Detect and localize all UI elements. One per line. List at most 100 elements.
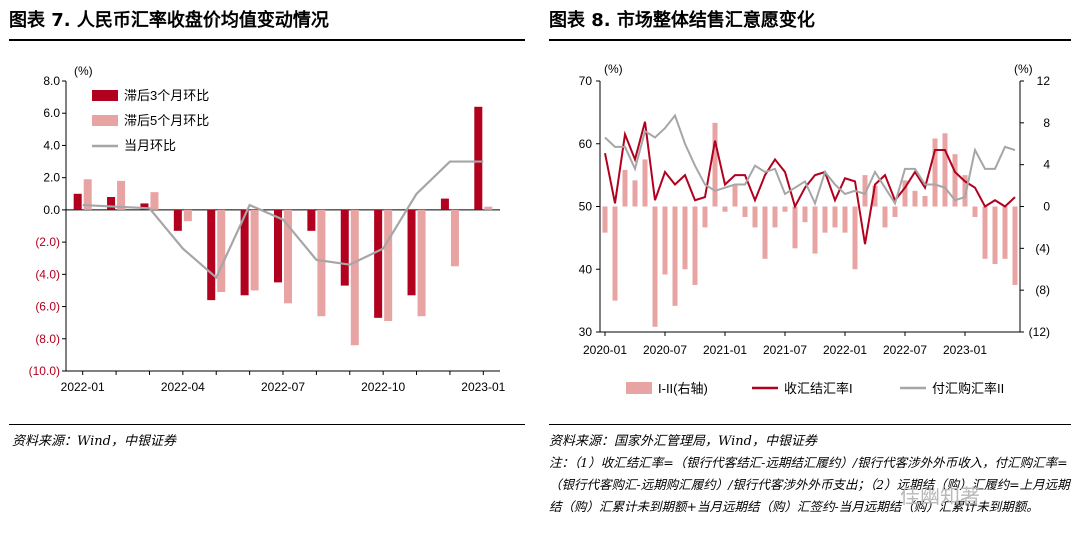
left-y-tick-label: 8.0	[43, 74, 60, 88]
right-legend-label-diff: I-II(右轴)	[658, 381, 708, 396]
left-y-tick-label: (6.0)	[35, 300, 60, 314]
right-y-right-tick-label: 12	[1037, 74, 1051, 88]
right-y-right-tick-label: 8	[1043, 116, 1050, 130]
right-y-right-tick-label: (4)	[1035, 241, 1050, 255]
left-legend-label-current: 当月环比	[124, 138, 176, 153]
right-bar-diff	[622, 169, 628, 207]
left-legend-label-lag3: 滞后3个月环比	[124, 88, 209, 103]
left-y-tick-label: (10.0)	[29, 364, 60, 378]
right-source-rule	[549, 424, 1071, 425]
right-source-text: 资料来源：国家外汇管理局，Wind，中银证券	[549, 434, 817, 449]
watermark-text: 佳幽知著	[900, 484, 980, 508]
right-x-tick-label: 2020-01	[583, 343, 627, 357]
left-y-tick-label: (8.0)	[35, 332, 60, 346]
left-bar-lag3	[307, 209, 316, 231]
right-bar-diff	[762, 206, 768, 259]
left-source-rule	[9, 424, 525, 425]
left-bar-lag3	[474, 106, 483, 210]
right-bar-diff	[742, 206, 748, 217]
left-bar-lag5	[384, 209, 393, 322]
right-bar-diff	[942, 133, 948, 207]
left-source-text: 资料来源：Wind，中银证券	[12, 434, 176, 449]
right-bar-diff	[872, 185, 878, 207]
right-y-right-tick-label: (12)	[1029, 325, 1050, 339]
right-bar-diff	[862, 175, 868, 207]
right-y-left-tick-label: 40	[579, 262, 593, 276]
left-x-tick-label: 2022-07	[261, 380, 305, 394]
left-y-tick-label: (2.0)	[35, 235, 60, 249]
left-bar-lag5	[350, 209, 359, 346]
charts-canvas: 8.0 6.0 4.0 2.0 0.0 (2.0) (4.0) (6.0) (8.0) (10.0…	[29, 62, 1051, 396]
left-bar-lag3	[240, 209, 249, 296]
right-x-tick-label: 2020-07	[643, 343, 687, 357]
right-bar-diff	[1002, 206, 1008, 259]
right-bar-diff	[682, 206, 688, 270]
left-x-tick-label: 2022-10	[361, 380, 405, 394]
right-bar-diff	[882, 206, 888, 228]
right-bar-diff	[782, 206, 788, 212]
left-bar-lag3	[140, 203, 149, 210]
left-bar-lag5	[250, 209, 259, 291]
right-y-right-tick-label: 4	[1043, 158, 1050, 172]
right-bar-diff	[612, 206, 618, 301]
right-bar-diff	[802, 206, 808, 223]
right-bar-diff	[1012, 206, 1018, 285]
right-bar-diff	[952, 154, 958, 207]
right-bar-diff	[732, 185, 738, 207]
right-y-left-tick-label: 30	[579, 325, 593, 339]
right-bar-diff	[902, 180, 908, 207]
right-bar-diff	[652, 206, 658, 327]
left-y-tick-label: 6.0	[43, 106, 60, 120]
left-bar-lag5	[83, 179, 92, 210]
right-bar-diff	[772, 206, 778, 228]
right-bar-diff	[852, 206, 858, 270]
right-x-tick-label: 2021-07	[763, 343, 807, 357]
right-bar-diff	[842, 206, 848, 233]
right-bar-diff	[822, 206, 828, 233]
right-bar-diff	[602, 206, 608, 233]
left-y-tick-label: 2.0	[43, 171, 60, 185]
right-left-unit-label: (%)	[604, 62, 623, 76]
left-y-tick-label: (4.0)	[35, 267, 60, 281]
right-bar-diff	[982, 206, 988, 259]
left-bar-lag3	[440, 198, 449, 210]
right-line-purchase-rate	[604, 113, 1016, 207]
left-y-tick-label: 0.0	[43, 203, 60, 217]
left-legend-swatch-lag5	[92, 115, 118, 126]
right-y-left-tick-label: 70	[579, 74, 593, 88]
right-right-unit-label: (%)	[1014, 62, 1033, 76]
right-bar-diff	[812, 206, 818, 254]
right-bar-diff	[992, 206, 998, 265]
right-bar-diff	[912, 190, 918, 207]
left-bar-lag5	[484, 206, 493, 210]
left-bar-lag3	[407, 209, 416, 296]
right-bar-diff	[832, 206, 838, 228]
right-bar-diff	[702, 206, 708, 228]
left-bar-lag5	[284, 209, 293, 304]
left-title-rule	[9, 39, 525, 41]
left-bar-lag5	[217, 209, 226, 293]
right-chart-title: 图表 8. 市场整体结售汇意愿变化	[549, 10, 815, 31]
left-chart-title: 图表 7. 人民币汇率收盘价均值变动情况	[9, 10, 329, 31]
right-bar-diff	[692, 206, 698, 285]
left-bar-lag5	[317, 209, 326, 317]
right-x-tick-label: 2023-01	[943, 343, 987, 357]
left-bar-lag5	[450, 209, 459, 267]
left-x-tick-label: 2022-04	[161, 380, 205, 394]
right-bar-diff	[932, 138, 938, 207]
right-bar-diff	[672, 206, 678, 306]
right-note-text: 注：（1）收汇结汇率=（银行代客结汇-远期结汇履约）/银行代客涉外外币收入，付汇…	[549, 455, 1070, 514]
right-bar-diff	[722, 206, 728, 212]
left-bar-lag5	[417, 209, 426, 317]
left-line-current-month	[82, 160, 484, 280]
right-y-right-tick-label: (8)	[1035, 283, 1050, 297]
right-line-settlement-rate	[604, 121, 1016, 245]
right-bar-diff	[922, 196, 928, 207]
right-bar-diff	[972, 206, 978, 217]
right-title-rule	[549, 39, 1071, 41]
right-bar-diff	[892, 206, 898, 217]
right-y-left-tick-label: 50	[579, 200, 593, 214]
left-bar-lag5	[117, 180, 126, 210]
left-bar-lag5	[150, 192, 159, 210]
right-x-tick-label: 2021-01	[703, 343, 747, 357]
